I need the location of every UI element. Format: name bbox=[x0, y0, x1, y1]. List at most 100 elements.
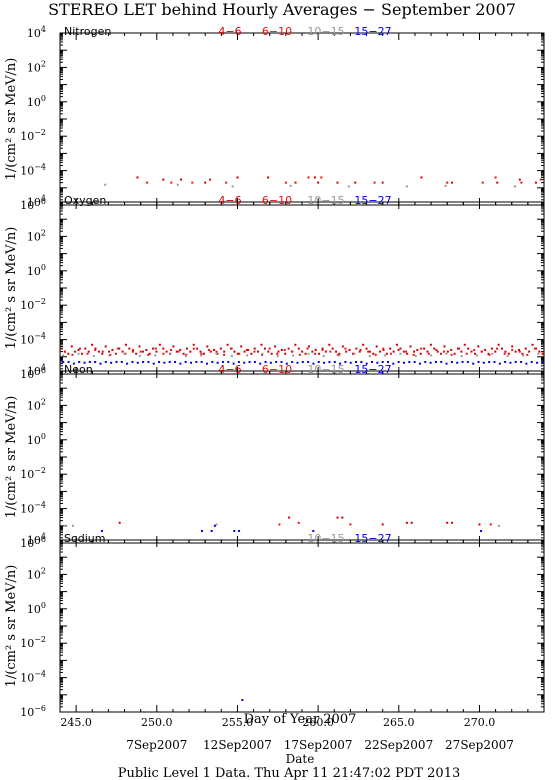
data-point-6-10 bbox=[63, 350, 66, 353]
data-point-10-15 bbox=[108, 354, 111, 357]
data-point-10-15 bbox=[176, 183, 179, 186]
data-point-4-6 bbox=[213, 348, 216, 351]
data-point-4-6 bbox=[331, 347, 334, 350]
data-point-4-6 bbox=[436, 350, 439, 353]
data-point-4-6 bbox=[507, 352, 510, 355]
data-point-10-15 bbox=[231, 185, 234, 188]
data-point-15-27 bbox=[360, 360, 363, 363]
data-point-10-15 bbox=[289, 184, 292, 187]
data-point-15-27 bbox=[205, 362, 208, 365]
date-axis: 7Sep2007 12Sep2007 17Sep2007 22Sep2007 27Sep… bbox=[126, 738, 514, 752]
data-point-15-27 bbox=[259, 362, 262, 365]
data-point-6-10 bbox=[268, 347, 271, 350]
data-point-10-15 bbox=[154, 354, 157, 357]
data-point-10-15 bbox=[368, 355, 371, 358]
data-point-4-6 bbox=[362, 343, 365, 346]
data-point-6-10 bbox=[209, 178, 212, 181]
data-point-15-27 bbox=[94, 360, 97, 363]
data-point-10-15 bbox=[200, 354, 203, 357]
y-tick-label: 100 bbox=[27, 94, 46, 109]
data-point-15-27 bbox=[136, 361, 139, 364]
data-point-15-27 bbox=[216, 361, 219, 364]
data-point-4-6 bbox=[260, 343, 263, 346]
data-point-15-27 bbox=[317, 360, 320, 363]
data-point-4-6 bbox=[97, 350, 100, 353]
panel-sodium: 104 102 100 10−2 10−4 10−6 245.0 250.0 255.0 260.… bbox=[4, 532, 545, 729]
data-point-4-6 bbox=[368, 350, 371, 353]
data-point-4-6 bbox=[355, 347, 358, 350]
panel-name: Nitrogen bbox=[64, 25, 111, 38]
data-point-15-27 bbox=[152, 362, 155, 365]
data-point-4-6 bbox=[80, 352, 83, 355]
data-point-6-10 bbox=[336, 353, 339, 356]
data-point-6-10 bbox=[306, 347, 309, 350]
legend-entry-10-15: 10−15 bbox=[307, 363, 344, 376]
data-point-4-6 bbox=[379, 350, 382, 353]
data-point-15-27 bbox=[424, 360, 427, 363]
data-point-6-10 bbox=[349, 523, 352, 526]
data-point-15-27 bbox=[466, 360, 469, 363]
data-point-15-27 bbox=[477, 360, 480, 363]
y-axis-label: 1/(cm² s sr MeV/n) bbox=[4, 58, 19, 181]
data-point-4-6 bbox=[504, 350, 507, 353]
data-point-15-27 bbox=[280, 360, 283, 363]
data-point-6-10 bbox=[389, 352, 392, 355]
data-point-10-15 bbox=[71, 524, 74, 527]
data-point-4-6 bbox=[484, 348, 487, 351]
data-point-15-27 bbox=[504, 360, 507, 363]
data-point-6-10 bbox=[489, 523, 492, 526]
data-point-15-27 bbox=[213, 524, 216, 527]
legend-entry-10-15: 10−15 bbox=[307, 194, 344, 207]
data-point-15-27 bbox=[253, 360, 256, 363]
legend-entry-15-27: 15−27 bbox=[354, 363, 391, 376]
data-point-4-6 bbox=[443, 345, 446, 348]
data-point-6-10 bbox=[494, 176, 497, 179]
data-point-15-27 bbox=[365, 362, 368, 365]
data-point-10-15 bbox=[430, 354, 433, 357]
data-point-10-15 bbox=[261, 352, 264, 355]
data-point-6-10 bbox=[382, 347, 385, 350]
data-point-4-6 bbox=[426, 350, 429, 353]
data-point-15-27 bbox=[434, 360, 437, 363]
data-point-6-10 bbox=[420, 347, 423, 350]
data-point-4-6 bbox=[511, 345, 514, 348]
data-point-10-15 bbox=[445, 352, 448, 355]
data-point-4-6 bbox=[497, 343, 500, 346]
data-point-4-6 bbox=[108, 350, 111, 353]
data-point-6-10 bbox=[520, 181, 523, 184]
data-point-10-15 bbox=[276, 355, 279, 358]
data-point-4-6 bbox=[446, 350, 449, 353]
data-point-6-10 bbox=[373, 181, 376, 184]
data-point-6-10 bbox=[132, 348, 135, 351]
date-label: 7Sep2007 bbox=[126, 738, 187, 752]
y-tick-label: 10−2 bbox=[20, 128, 46, 143]
data-point-15-27 bbox=[376, 361, 379, 364]
data-point-15-27 bbox=[440, 360, 443, 363]
data-point-4-6 bbox=[136, 176, 139, 179]
data-point-4-6 bbox=[440, 352, 443, 355]
data-point-15-27 bbox=[248, 360, 251, 363]
data-point-15-27 bbox=[355, 360, 358, 363]
data-point-4-6 bbox=[84, 347, 87, 350]
data-point-6-10 bbox=[367, 350, 370, 353]
data-point-4-6 bbox=[478, 523, 481, 526]
data-point-4-6 bbox=[487, 352, 490, 355]
data-point-4-6 bbox=[118, 347, 121, 350]
data-point-4-6 bbox=[385, 352, 388, 355]
data-point-4-6 bbox=[74, 350, 77, 353]
data-point-4-6 bbox=[67, 352, 70, 355]
data-point-15-27 bbox=[472, 362, 475, 365]
data-point-10-15 bbox=[104, 183, 107, 186]
data-point-6-10 bbox=[298, 353, 301, 356]
data-point-4-6 bbox=[77, 348, 80, 351]
y-tick-label: 104 bbox=[27, 194, 46, 209]
data-point-4-6 bbox=[145, 348, 148, 351]
data-point-15-27 bbox=[163, 361, 166, 364]
legend-entry-6-10: 6−10 bbox=[262, 363, 292, 376]
data-point-6-10 bbox=[533, 347, 536, 350]
data-point-4-6 bbox=[172, 345, 175, 348]
data-point-4-6 bbox=[494, 350, 497, 353]
data-point-6-10 bbox=[351, 352, 354, 355]
